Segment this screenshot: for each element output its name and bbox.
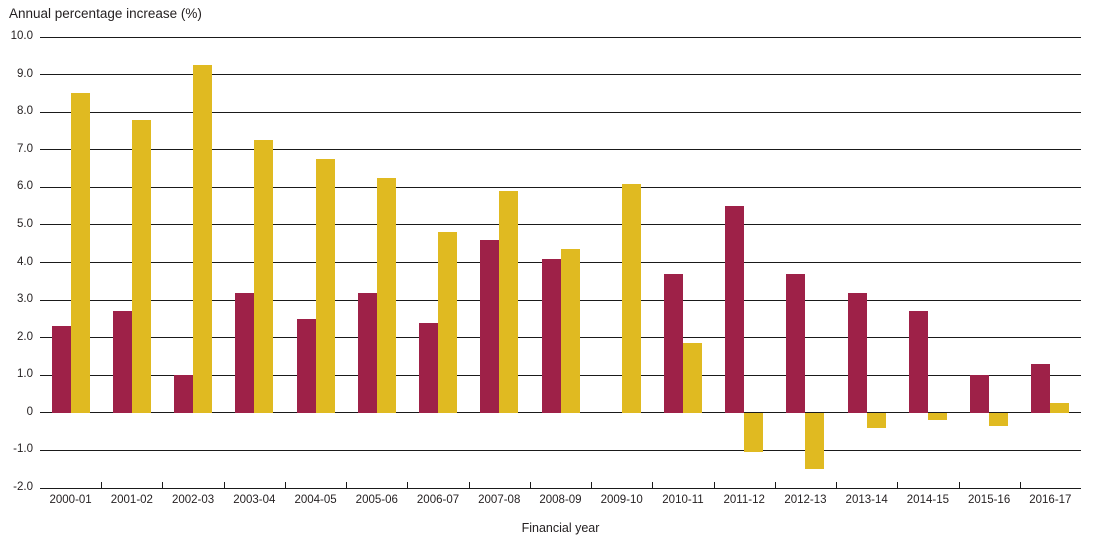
y-tick-label: 8.0 [17, 105, 33, 118]
y-tick-label: 7.0 [17, 142, 33, 155]
y-tick-label: 4.0 [17, 255, 33, 268]
x-axis-tick [162, 482, 164, 488]
x-axis-tick [346, 482, 348, 488]
gridline-7.0 [40, 149, 1081, 151]
y-tick-label: 10.0 [10, 30, 33, 42]
x-tick-label-2003-04: 2003-04 [233, 494, 276, 506]
x-axis-tick [529, 482, 531, 488]
x-tick-label-2014-15: 2014-15 [906, 494, 949, 506]
x-tick-label-2015-16: 2015-16 [968, 494, 1011, 506]
gold-series-bar-2006-07 [438, 232, 458, 413]
maroon-series-bar-2006-07 [419, 322, 439, 413]
x-tick-label-2001-02: 2001-02 [110, 494, 153, 506]
maroon-series-bar-2014-15 [908, 311, 928, 413]
x-axis-title: Financial year [521, 521, 600, 535]
x-axis-tick [101, 482, 103, 488]
y-tick-label: 6.0 [17, 180, 33, 193]
maroon-series-bar-2002-03 [174, 375, 194, 413]
gridline-0 [40, 412, 1081, 414]
plot-area [40, 36, 1081, 489]
maroon-series-bar-2001-02 [112, 311, 132, 413]
y-tick-label: 0 [26, 405, 33, 418]
gold-series-bar-2011-12 [744, 412, 764, 453]
gold-series-bar-2008-09 [560, 249, 580, 413]
maroon-series-bar-2012-13 [786, 273, 806, 413]
maroon-series-bar-2000-01 [51, 326, 71, 413]
x-tick-label-2002-03: 2002-03 [171, 494, 215, 506]
gridline-9.0 [40, 74, 1081, 76]
x-tick-label-2004-05: 2004-05 [294, 494, 337, 506]
gridline-8.0 [40, 111, 1081, 113]
x-axis-tick [836, 482, 838, 488]
maroon-series-bar-2005-06 [357, 292, 377, 413]
y-tick-label: 2.0 [17, 330, 33, 343]
chart-title: Annual percentage increase (%) [9, 6, 202, 21]
x-tick-label-2008-09: 2008-09 [539, 494, 582, 506]
x-tick-label-2006-07: 2006-07 [416, 494, 460, 506]
gold-series-bar-2015-16 [989, 412, 1009, 426]
y-tick-label: 1.0 [17, 368, 33, 381]
x-axis-tick [223, 482, 225, 488]
maroon-series-bar-2013-14 [847, 292, 867, 413]
gold-series-bar-2012-13 [805, 412, 825, 470]
x-axis-tick [958, 482, 960, 488]
x-tick-label-2005-06: 2005-06 [355, 494, 398, 506]
x-axis-tick [713, 482, 715, 488]
maroon-series-bar-2010-11 [663, 273, 683, 413]
gridline-6.0 [40, 186, 1081, 188]
x-tick-label-2013-14: 2013-14 [845, 494, 888, 506]
gridline-5.0 [40, 224, 1081, 226]
x-tick-label-2007-08: 2007-08 [478, 494, 521, 506]
gold-series-bar-2001-02 [131, 119, 151, 413]
gold-series-bar-2016-17 [1050, 403, 1070, 413]
x-axis-tick [468, 482, 470, 488]
gold-series-bar-2010-11 [682, 343, 702, 413]
gridline--1.0 [40, 449, 1081, 451]
maroon-series-bar-2004-05 [296, 318, 316, 413]
maroon-series-bar-2016-17 [1031, 363, 1051, 413]
gold-series-bar-2013-14 [866, 412, 886, 428]
maroon-series-bar-2007-08 [480, 239, 500, 413]
gold-series-bar-2003-04 [254, 140, 274, 413]
maroon-series-bar-2011-12 [725, 206, 745, 413]
x-tick-label-2000-01: 2000-01 [49, 494, 92, 506]
maroon-series-bar-2015-16 [970, 375, 990, 413]
x-axis-tick [591, 482, 593, 488]
gold-series-bar-2002-03 [193, 65, 213, 413]
x-tick-label-2012-13: 2012-13 [784, 494, 827, 506]
gold-series-bar-2007-08 [499, 191, 519, 413]
gold-series-bar-2009-10 [621, 183, 641, 413]
gold-series-bar-2004-05 [315, 159, 335, 413]
gold-series-bar-2000-01 [70, 93, 90, 413]
gold-series-bar-2014-15 [927, 412, 947, 421]
x-axis-tick [1019, 482, 1021, 488]
y-tick-label: 5.0 [17, 217, 33, 230]
x-tick-label-2009-10: 2009-10 [600, 494, 643, 506]
y-tick-label: 9.0 [17, 67, 33, 80]
gridline-10.0 [40, 36, 1081, 38]
x-axis-tick [774, 482, 776, 488]
x-tick-label-2010-11: 2010-11 [662, 494, 704, 506]
maroon-series-bar-2008-09 [541, 258, 561, 413]
x-tick-label-2016-17: 2016-17 [1029, 494, 1072, 506]
x-axis-tick [284, 482, 286, 488]
gridline--2.0 [40, 487, 1081, 489]
maroon-series-bar-2003-04 [235, 292, 255, 413]
x-tick-label-2011-12: 2011-12 [723, 494, 765, 506]
gold-series-bar-2005-06 [376, 177, 396, 413]
x-axis-tick [407, 482, 409, 488]
y-tick-label: 3.0 [17, 293, 33, 306]
x-axis-tick [897, 482, 899, 488]
y-tick-label: -1.0 [13, 443, 33, 456]
x-axis-tick [652, 482, 654, 488]
y-tick-label: -2.0 [13, 481, 33, 493]
